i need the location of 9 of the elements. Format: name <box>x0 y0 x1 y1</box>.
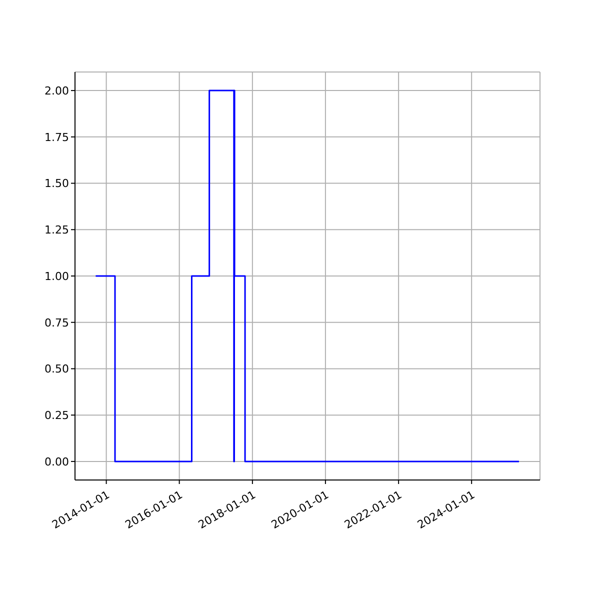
y-tick-label: 0.00 <box>44 455 69 468</box>
y-tick-label: 1.25 <box>44 224 69 237</box>
y-tick-label: 1.50 <box>44 177 69 190</box>
y-tick-label: 0.25 <box>44 408 69 422</box>
y-tick-label: 2.00 <box>44 84 69 98</box>
y-tick-label: 0.50 <box>44 362 69 376</box>
y-tick-label: 1.00 <box>44 270 69 283</box>
y-tick-label: 0.75 <box>44 316 69 330</box>
y-tick-label: 1.75 <box>44 130 69 144</box>
